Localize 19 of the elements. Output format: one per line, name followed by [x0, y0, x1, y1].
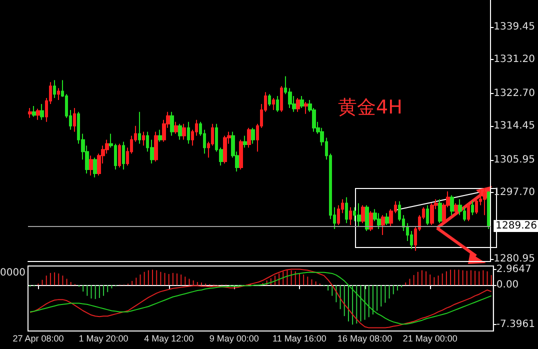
x-tick-label: 1 May 20:00 [78, 334, 128, 344]
ref-line-label: 1289.26 [496, 220, 538, 232]
x-tick-label: 9 May 00:00 [209, 334, 259, 344]
y-tick-label: 1280.95 [494, 254, 536, 264]
y-tick-label: 0.00 [496, 280, 519, 291]
x-tick-label: 11 May 16:00 [272, 334, 326, 344]
x-tick-label: 27 Apr 08:00 [12, 334, 64, 344]
x-tick-label: 16 May 08:00 [338, 334, 392, 344]
y-tick-label: -7.3961 [496, 319, 536, 330]
annotation: 黄金4H [338, 96, 402, 118]
y-tick-label: 2.9647 [496, 264, 532, 275]
x-tick-label: 4 May 12:00 [144, 334, 194, 344]
y-tick-label: 1305.95 [494, 154, 536, 166]
text: 0000 [0, 268, 26, 278]
y-tick-label: 1339.45 [494, 21, 536, 32]
y-tick-label: 1314.45 [494, 120, 536, 132]
x-tick-label: 21 May 00:00 [402, 334, 458, 344]
y-tick-label: 1331.20 [494, 54, 536, 66]
y-tick-label: 1322.70 [494, 88, 536, 99]
